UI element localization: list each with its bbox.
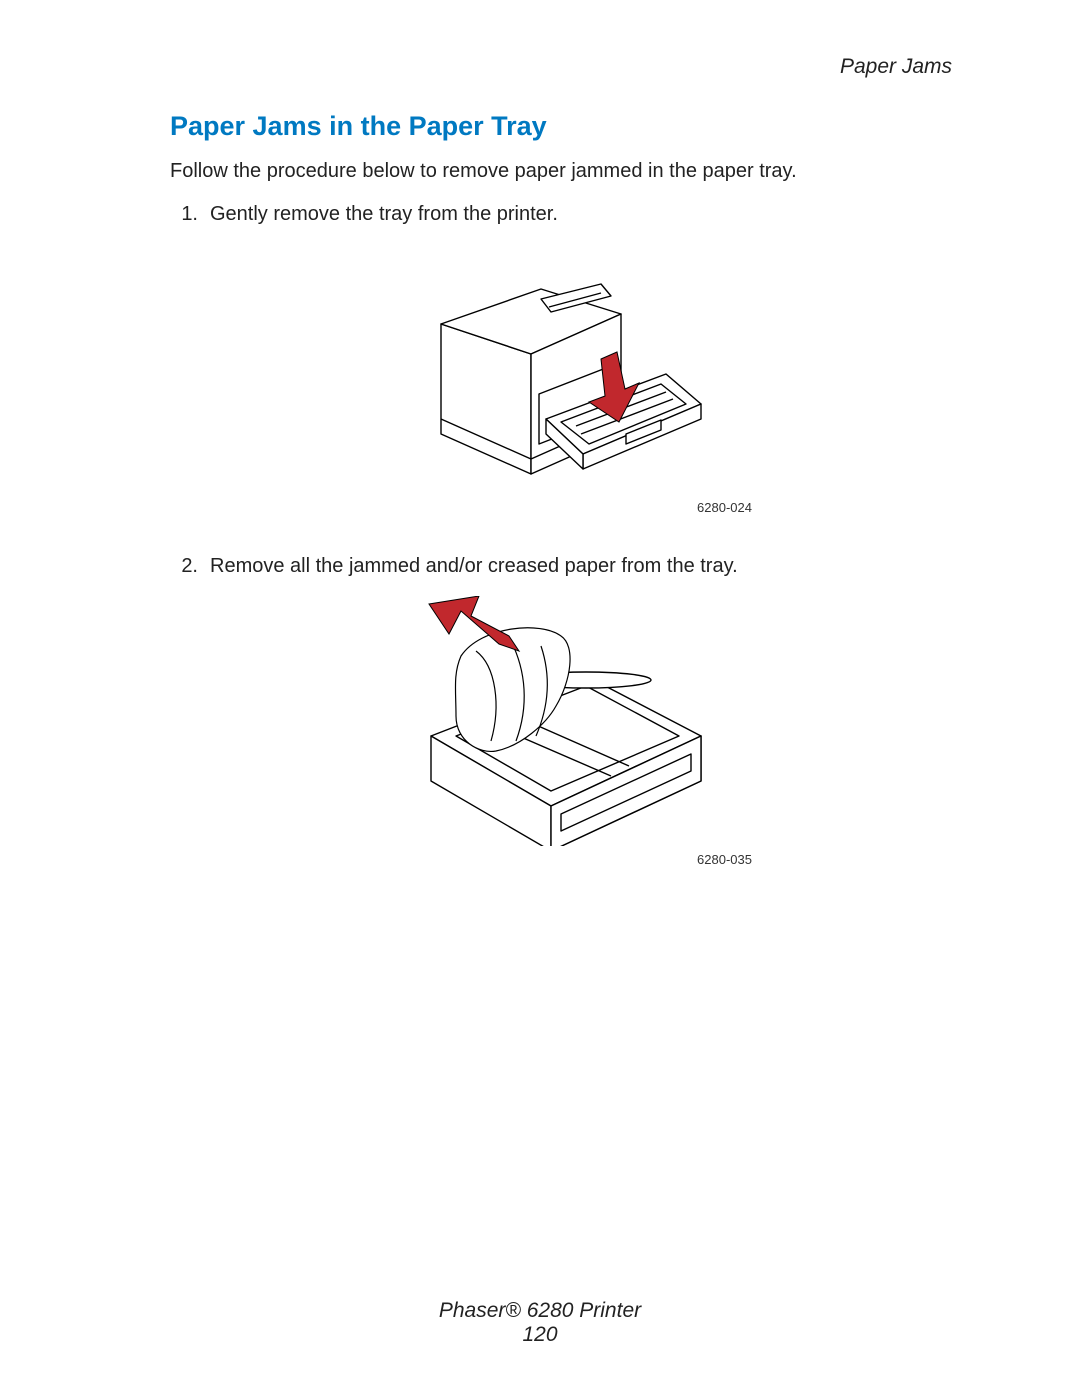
step-text: Gently remove the tray from the printer. bbox=[210, 203, 952, 226]
footer-page-number: 120 bbox=[0, 1323, 1080, 1347]
step-number: 2. bbox=[170, 555, 198, 578]
footer-product: Phaser® 6280 Printer bbox=[0, 1299, 1080, 1323]
step-1: 1. Gently remove the tray from the print… bbox=[170, 203, 952, 226]
figure-caption: 6280-024 bbox=[697, 500, 752, 515]
figure-1: 6280-024 bbox=[170, 244, 952, 515]
step-number: 1. bbox=[170, 203, 198, 226]
intro-paragraph: Follow the procedure below to remove pap… bbox=[170, 160, 952, 183]
tray-paper-illustration bbox=[401, 596, 721, 846]
figure-2: 6280-035 bbox=[170, 596, 952, 867]
document-page: Paper Jams Paper Jams in the Paper Tray … bbox=[0, 0, 1080, 1397]
running-header: Paper Jams bbox=[170, 55, 952, 79]
step-text: Remove all the jammed and/or creased pap… bbox=[210, 555, 952, 578]
page-footer: Phaser® 6280 Printer 120 bbox=[0, 1299, 1080, 1347]
section-title: Paper Jams in the Paper Tray bbox=[170, 111, 952, 142]
printer-tray-illustration bbox=[411, 244, 711, 494]
step-2: 2. Remove all the jammed and/or creased … bbox=[170, 555, 952, 578]
figure-caption: 6280-035 bbox=[697, 852, 752, 867]
